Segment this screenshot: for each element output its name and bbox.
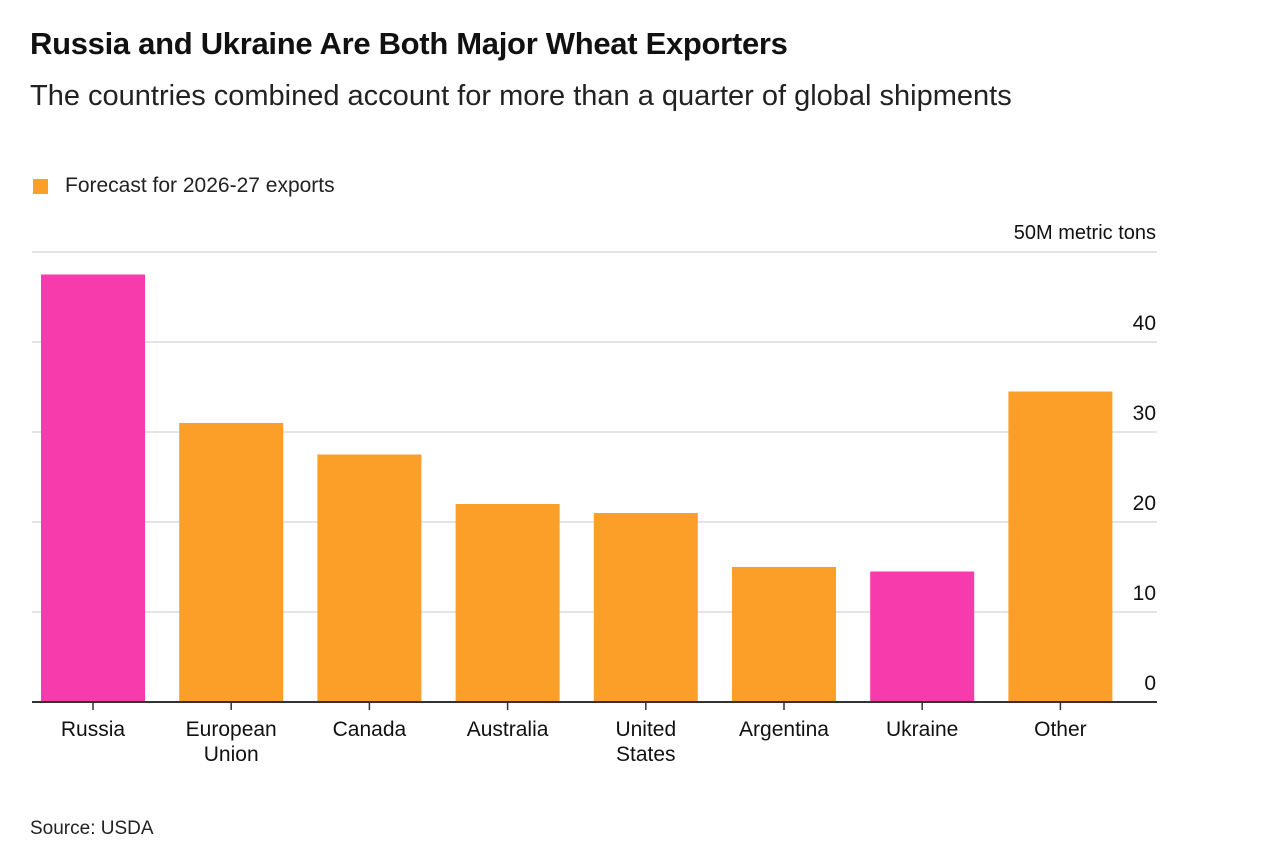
y-tick-label: 40 <box>1133 312 1156 335</box>
category-label: Ukraine <box>886 718 958 741</box>
category-label: Australia <box>467 718 549 741</box>
legend-swatch <box>33 178 48 194</box>
legend-label: Forecast for 2026-27 exports <box>65 174 335 197</box>
category-label: Canada <box>333 718 407 741</box>
unit-label: 50M metric tons <box>1014 222 1156 244</box>
bar <box>593 513 698 702</box>
bar <box>455 504 560 702</box>
chart-title: Russia and Ukraine Are Both Major Wheat … <box>30 26 788 61</box>
bar <box>317 454 422 702</box>
y-tick-label: 30 <box>1133 402 1156 425</box>
category-label: European Union <box>186 718 277 766</box>
category-label: Argentina <box>739 718 829 741</box>
bars <box>32 274 1157 710</box>
y-tick-label: 20 <box>1133 492 1156 515</box>
category-label: Russia <box>61 718 126 741</box>
bar <box>870 571 975 702</box>
bar <box>179 423 284 702</box>
category-labels: Russia European Union Canada Australia United… <box>61 718 1087 766</box>
y-tick-label: 0 <box>1144 672 1156 695</box>
y-tick-label: 10 <box>1133 582 1156 605</box>
bar <box>732 567 836 702</box>
legend: Forecast for 2026-27 exports <box>33 174 335 198</box>
chart-subtitle: The countries combined account for more … <box>30 80 1012 112</box>
y-tick-labels: 0 10 20 30 40 <box>1133 312 1156 695</box>
bar <box>1008 391 1113 702</box>
category-label: United States <box>615 718 676 766</box>
source-note: Source: USDA <box>30 818 154 839</box>
category-label: Other <box>1034 718 1087 741</box>
bar-chart: 0 10 20 30 40 Russia European Union Canada Austr… <box>32 222 1157 766</box>
bar <box>41 274 145 702</box>
